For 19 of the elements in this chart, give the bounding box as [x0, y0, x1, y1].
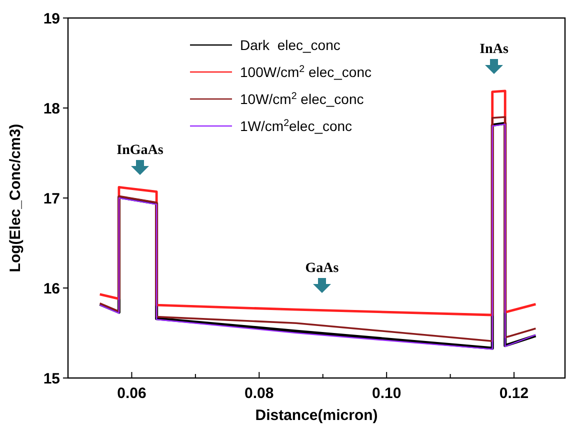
annotation: InGaAs: [116, 143, 164, 158]
y-axis-title: Log(Elec_Conc/cm3): [7, 124, 24, 272]
annotation: GaAs: [305, 261, 340, 276]
x-tick-label: 0.06: [117, 385, 146, 402]
x-tick-label: 0.10: [372, 385, 402, 402]
legend-label: Dark elec_conc: [240, 36, 340, 53]
x-tick-label: 0.08: [244, 385, 274, 402]
legend-label: 10W/cm$^{2}$ elec_conc: [240, 90, 364, 107]
y-tick-label: 18: [43, 100, 60, 118]
y-tick-label: 17: [43, 190, 60, 208]
x-tick-label: 0.12: [499, 385, 529, 402]
line-series: [98, 90, 537, 316]
legend-label: 100W/cm$^{2}$ elec_conc: [240, 63, 372, 80]
annotation: InAs: [480, 42, 509, 57]
x-axis-title: Distance(micron): [255, 407, 378, 424]
y-tick-label: 15: [43, 370, 60, 388]
y-tick-label: 19: [43, 10, 60, 28]
legend-label: 1W/cm$^{2}$elec_conc: [240, 117, 352, 134]
y-tick-label: 16: [43, 280, 60, 298]
